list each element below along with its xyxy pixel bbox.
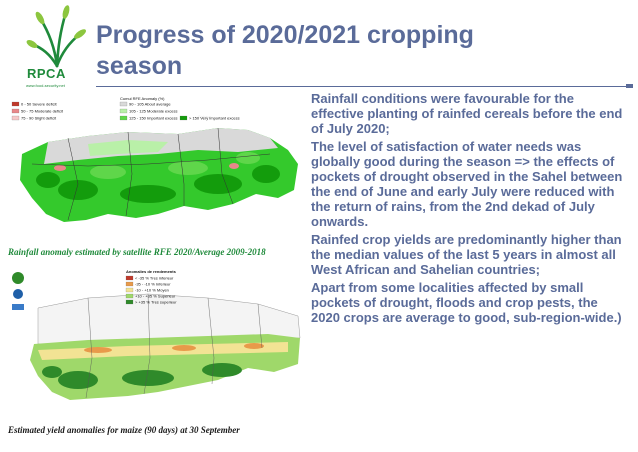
bullet-item-1: Rainfall conditions were favourable for … xyxy=(311,91,623,136)
rainfall-legend-label: 125 - 150 Important excess xyxy=(129,116,177,121)
title-line-1: Progress of 2020/2021 cropping xyxy=(96,21,474,49)
logo-text: RPCA xyxy=(27,66,66,81)
yield-legend-swatch xyxy=(125,275,134,281)
rainfall-legend-swatch xyxy=(119,115,128,121)
yield-anomaly-map: Anomalies de rendements < -35 % Tres inf… xyxy=(8,268,305,420)
rainfall-legend: Cumul RFE Anomaly (%) 0 - 50 Severe defi… xyxy=(9,95,240,127)
yield-map-caption: Estimated yield anomalies for maize (90 … xyxy=(8,425,240,435)
yield-legend-label: -35 - -10 % Inferieur xyxy=(135,282,171,287)
rainfall-legend-label: 105 - 125 Moderate excess xyxy=(129,109,177,114)
rainfall-legend-title: Cumul RFE Anomaly (%) xyxy=(120,96,165,101)
cilss-logo-icon xyxy=(12,272,24,310)
slide-title: Progress of 2020/2021 cropping season xyxy=(96,20,556,82)
bullet-item-4: Apart from some localities affected by s… xyxy=(311,280,622,325)
rainfall-legend-label: 0 - 50 Severe deficit xyxy=(21,102,57,107)
yield-legend-label: +10 - +35 % Superieur xyxy=(135,294,176,299)
rainfall-legend-swatch xyxy=(11,108,20,114)
yield-legend: Anomalies de rendements < -35 % Tres inf… xyxy=(12,269,177,310)
rainfall-legend-swatch xyxy=(11,115,20,121)
rainfall-map-caption: Rainfall anomaly estimated by satellite … xyxy=(8,247,266,257)
yield-legend-swatch xyxy=(125,293,134,299)
yield-legend-label: > +35 % Tres superieur xyxy=(135,300,177,305)
rainfall-legend-label: 90 - 105 About average xyxy=(129,102,171,107)
rainfall-legend-label: 50 - 75 Moderate deficit xyxy=(21,109,64,114)
yield-legend-swatch xyxy=(125,281,134,287)
rainfall-anomaly-map: Sahara Cumul RFE Anomaly (%) 0 - 50 Seve… xyxy=(8,94,305,246)
rainfall-legend-swatch xyxy=(119,108,128,114)
title-divider-end xyxy=(626,84,633,88)
title-line-2: season xyxy=(96,52,183,80)
rainfall-legend-label: > 150 Very important excess xyxy=(189,116,240,121)
title-divider xyxy=(96,86,628,87)
bullet-list: Rainfall conditions were favourable for … xyxy=(311,91,629,328)
yield-legend-swatch xyxy=(125,299,134,305)
yield-legend-title: Anomalies de rendements xyxy=(126,269,177,274)
yield-legend-label: < -35 % Tres inferieur xyxy=(135,276,174,281)
bullet-item-3: Rainfed crop yields are predominantly hi… xyxy=(311,232,622,277)
yield-legend-label: -10 - +10 % Moyen xyxy=(135,288,169,293)
bullet-item-2: The level of satisfaction of water needs… xyxy=(311,139,623,229)
rainfall-legend-swatch xyxy=(119,101,128,107)
yield-legend-swatch xyxy=(125,287,134,293)
rainfall-legend-swatch xyxy=(179,115,188,121)
rainfall-legend-swatch xyxy=(11,101,20,107)
wheat-logo-icon xyxy=(26,5,86,68)
rainfall-legend-label: 75 - 90 Slight deficit xyxy=(21,116,57,121)
logo-subtext: www.food-security.net xyxy=(26,83,65,88)
